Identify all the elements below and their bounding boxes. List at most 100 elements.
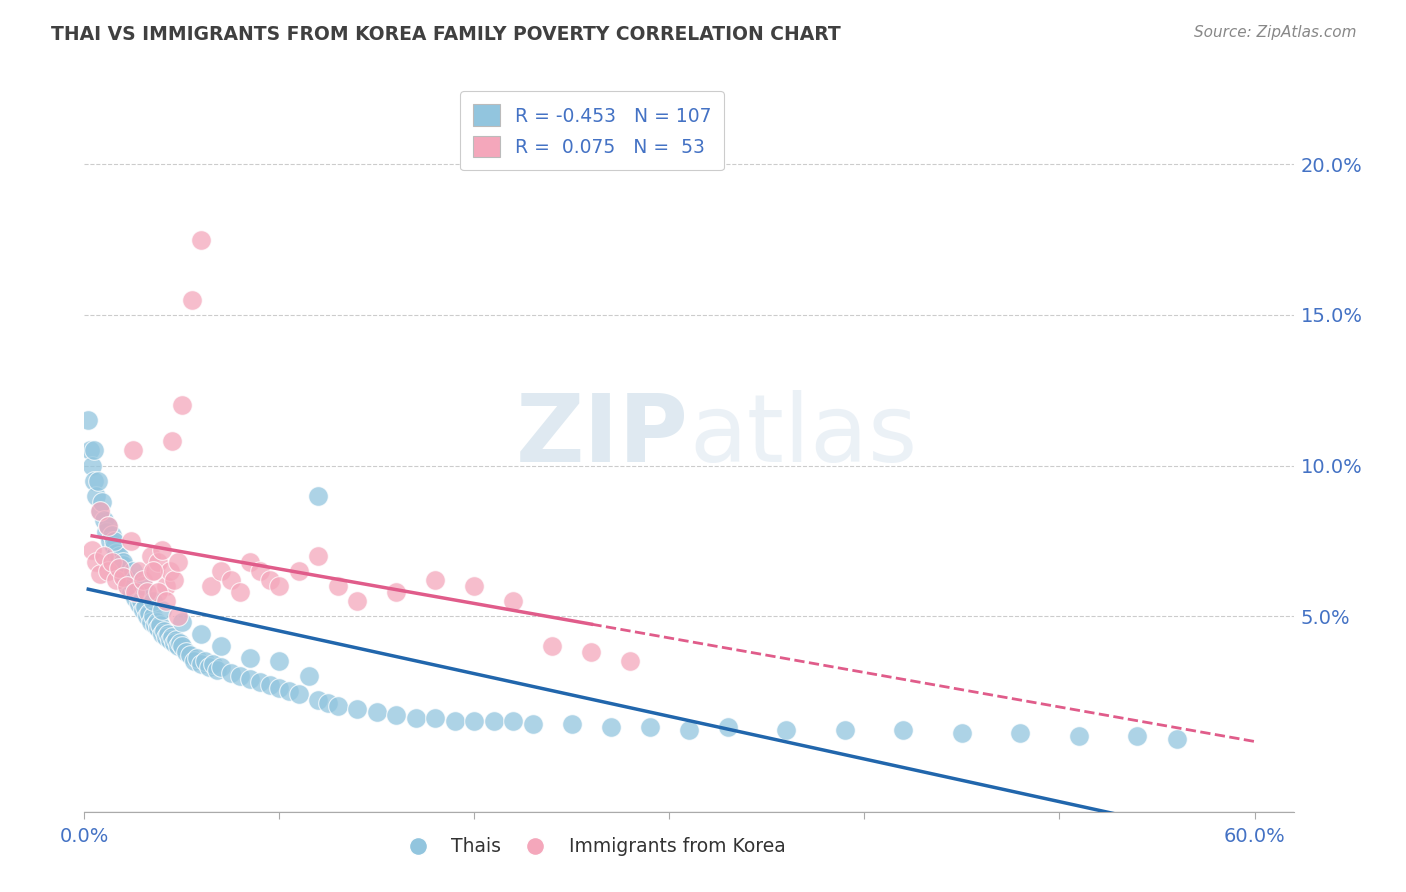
Point	[259, 573, 281, 587]
Point	[893, 723, 915, 738]
Point	[425, 711, 447, 725]
Point	[405, 711, 427, 725]
Point	[134, 599, 156, 614]
Legend: Thais, Immigrants from Korea: Thais, Immigrants from Korea	[391, 830, 793, 863]
Point	[678, 723, 700, 738]
Point	[600, 721, 623, 735]
Point	[129, 594, 152, 608]
Point	[155, 579, 177, 593]
Point	[619, 654, 641, 668]
Point	[103, 533, 125, 548]
Point	[97, 564, 120, 578]
Point	[124, 591, 146, 605]
Point	[143, 564, 166, 578]
Point	[269, 654, 291, 668]
Text: Source: ZipAtlas.com: Source: ZipAtlas.com	[1194, 25, 1357, 40]
Point	[834, 723, 856, 738]
Point	[541, 639, 564, 653]
Point	[150, 542, 173, 557]
Point	[190, 233, 212, 247]
Point	[385, 708, 408, 723]
Point	[269, 579, 291, 593]
Point	[90, 494, 112, 508]
Point	[108, 561, 131, 575]
Point	[142, 594, 165, 608]
Point	[269, 681, 291, 696]
Point	[167, 555, 190, 569]
Point	[89, 503, 111, 517]
Point	[112, 558, 135, 572]
Point	[298, 669, 321, 683]
Point	[229, 585, 252, 599]
Point	[97, 518, 120, 533]
Point	[205, 663, 228, 677]
Point	[307, 489, 329, 503]
Point	[107, 555, 129, 569]
Point	[366, 706, 388, 720]
Point	[157, 627, 180, 641]
Point	[249, 564, 271, 578]
Point	[128, 564, 150, 578]
Point	[83, 443, 105, 458]
Point	[148, 585, 170, 599]
Point	[346, 702, 368, 716]
Point	[128, 597, 150, 611]
Point	[84, 489, 107, 503]
Point	[209, 660, 232, 674]
Point	[717, 721, 740, 735]
Point	[239, 673, 262, 687]
Point	[142, 609, 165, 624]
Point	[209, 639, 232, 653]
Point	[346, 594, 368, 608]
Point	[145, 615, 167, 629]
Point	[950, 726, 973, 740]
Point	[104, 573, 127, 587]
Point	[202, 657, 225, 672]
Point	[502, 594, 524, 608]
Point	[160, 630, 183, 644]
Point	[482, 714, 505, 729]
Point	[326, 699, 349, 714]
Point	[775, 723, 797, 738]
Point	[89, 503, 111, 517]
Point	[167, 639, 190, 653]
Point	[120, 585, 142, 599]
Point	[183, 654, 205, 668]
Point	[307, 693, 329, 707]
Point	[209, 564, 232, 578]
Point	[89, 566, 111, 581]
Point	[316, 696, 339, 710]
Point	[194, 654, 217, 668]
Text: atlas: atlas	[689, 390, 917, 482]
Point	[112, 555, 135, 569]
Point	[179, 648, 201, 662]
Point	[326, 579, 349, 593]
Point	[114, 570, 136, 584]
Point	[163, 573, 186, 587]
Point	[94, 524, 117, 539]
Point	[278, 684, 301, 698]
Point	[190, 627, 212, 641]
Point	[186, 651, 208, 665]
Point	[104, 546, 127, 560]
Point	[150, 603, 173, 617]
Point	[84, 555, 107, 569]
Point	[82, 542, 104, 557]
Point	[103, 540, 125, 554]
Point	[120, 533, 142, 548]
Point	[122, 443, 145, 458]
Point	[174, 645, 197, 659]
Point	[249, 675, 271, 690]
Point	[100, 528, 122, 542]
Point	[169, 636, 191, 650]
Point	[117, 579, 139, 593]
Point	[132, 603, 155, 617]
Point	[581, 645, 603, 659]
Point	[180, 293, 202, 307]
Point	[122, 564, 145, 578]
Point	[170, 398, 193, 412]
Point	[219, 666, 242, 681]
Point	[138, 606, 160, 620]
Point	[112, 570, 135, 584]
Point	[160, 434, 183, 449]
